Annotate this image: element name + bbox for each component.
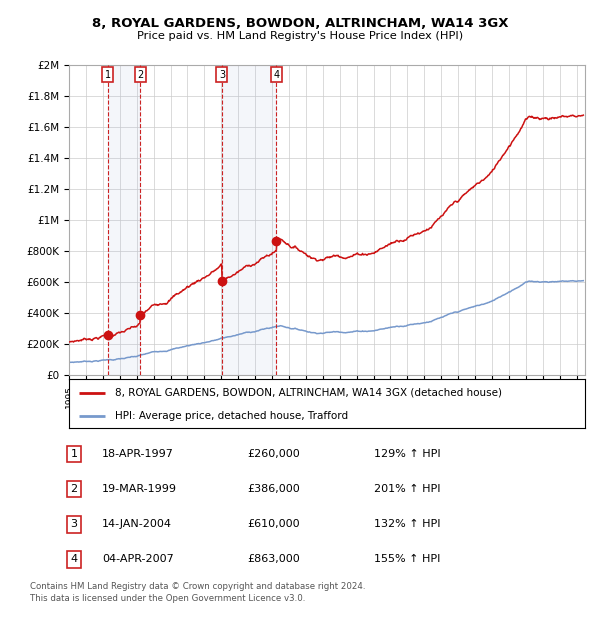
Text: 2: 2: [137, 70, 143, 80]
Text: 8, ROYAL GARDENS, BOWDON, ALTRINCHAM, WA14 3GX (detached house): 8, ROYAL GARDENS, BOWDON, ALTRINCHAM, WA…: [115, 388, 502, 398]
Text: 155% ↑ HPI: 155% ↑ HPI: [374, 554, 440, 564]
Text: £610,000: £610,000: [247, 519, 300, 529]
Text: 2: 2: [70, 484, 77, 494]
Text: 3: 3: [70, 519, 77, 529]
Text: 18-APR-1997: 18-APR-1997: [102, 449, 174, 459]
Text: 132% ↑ HPI: 132% ↑ HPI: [374, 519, 440, 529]
Text: 1: 1: [104, 70, 111, 80]
Text: 201% ↑ HPI: 201% ↑ HPI: [374, 484, 440, 494]
Text: 14-JAN-2004: 14-JAN-2004: [102, 519, 172, 529]
Text: £386,000: £386,000: [247, 484, 300, 494]
Text: Contains HM Land Registry data © Crown copyright and database right 2024.: Contains HM Land Registry data © Crown c…: [30, 582, 365, 591]
Text: 129% ↑ HPI: 129% ↑ HPI: [374, 449, 440, 459]
Text: This data is licensed under the Open Government Licence v3.0.: This data is licensed under the Open Gov…: [30, 594, 305, 603]
Text: 19-MAR-1999: 19-MAR-1999: [102, 484, 177, 494]
Text: £260,000: £260,000: [247, 449, 300, 459]
Text: 4: 4: [274, 70, 280, 80]
Text: 4: 4: [70, 554, 77, 564]
Text: 8, ROYAL GARDENS, BOWDON, ALTRINCHAM, WA14 3GX: 8, ROYAL GARDENS, BOWDON, ALTRINCHAM, WA…: [92, 17, 508, 30]
Text: £863,000: £863,000: [247, 554, 300, 564]
Text: Price paid vs. HM Land Registry's House Price Index (HPI): Price paid vs. HM Land Registry's House …: [137, 31, 463, 41]
Bar: [222, 65, 277, 375]
Text: 1: 1: [70, 449, 77, 459]
Text: 04-APR-2007: 04-APR-2007: [102, 554, 173, 564]
Bar: [108, 65, 140, 375]
Text: 3: 3: [219, 70, 225, 80]
Text: HPI: Average price, detached house, Trafford: HPI: Average price, detached house, Traf…: [115, 410, 349, 421]
